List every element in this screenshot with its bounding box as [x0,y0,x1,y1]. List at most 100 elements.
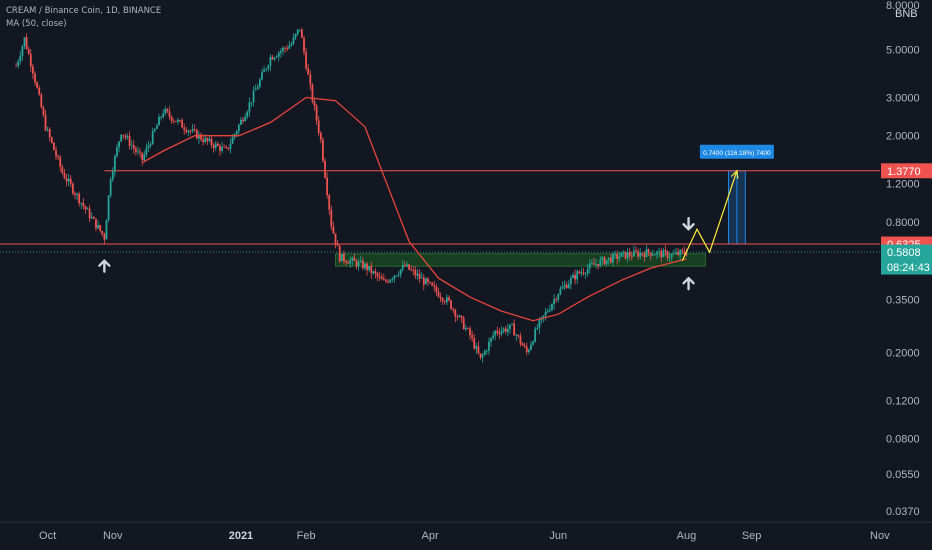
candle-body [670,254,673,258]
candle-body [368,266,371,271]
candle-body [477,346,480,354]
candle-body [353,257,356,262]
candle-body [382,279,385,281]
candle-body [538,320,541,328]
price-tick-label: 8.0000 [886,0,920,12]
candle-body [406,264,408,267]
candle-body [605,259,608,265]
candle-body [622,251,625,253]
candle-body [191,128,194,131]
arrow-down-icon [682,217,695,231]
price-tick-label: 0.1200 [886,395,920,407]
candle-body [206,138,209,141]
chart-title: CREAM / Binance Coin, 1D, BINANCE [6,6,162,16]
candle-body [258,79,261,87]
candle-body [118,141,120,148]
candle-body [282,47,284,51]
candle-body [158,116,160,126]
candle-body [90,216,93,219]
candle-body [479,353,482,358]
candle-body [92,216,95,219]
candle-body [44,115,47,131]
arrow-up-icon [682,276,695,291]
price-tick-label: 0.0550 [886,469,920,481]
candle-body [317,120,320,133]
candle-body [534,328,537,342]
candle-body [65,178,68,182]
candle-body [559,288,562,295]
candle-body [553,299,555,304]
candle-body [513,323,516,336]
candle-body [32,66,34,74]
price-axis: 8.00005.00003.00002.00001.20000.80000.50… [886,0,920,518]
candle-body [210,138,213,146]
candle-body [374,271,377,274]
price-tick-label: 0.0800 [886,434,920,446]
candle-body [656,251,658,255]
candle-body [595,263,598,265]
candle-body [393,275,396,279]
price-tick-label: 5.0000 [886,44,920,56]
candle-body [195,129,198,139]
candle-body [616,253,619,259]
candle-body [603,257,606,265]
candle-body [95,218,97,229]
candle-body [675,252,677,254]
candle-body [277,52,280,57]
candle-body [332,226,335,234]
candle-body [105,220,108,240]
candle-body [601,257,604,260]
candle-body [626,252,629,259]
candle-body [490,337,492,342]
candle-body [78,193,81,204]
time-tick-label: Feb [297,530,316,542]
candle-body [380,276,383,280]
candle-body [525,346,528,353]
candle-body [244,116,247,122]
candle-body [511,323,513,325]
candle-body [288,45,291,49]
candle-body [303,37,305,53]
candle-body [160,116,163,118]
time-tick-label: Apr [422,530,439,542]
candle-body [519,336,522,344]
time-tick-label: Nov [870,530,890,542]
candle-body [134,148,137,152]
candle-body [153,128,156,132]
candle-body [17,61,20,66]
candle-body [151,131,154,145]
candle-body [63,173,66,179]
candle-body [74,193,76,195]
candle-body [336,243,339,246]
candle-body [185,129,188,133]
candle-body [609,257,612,263]
candle-body [46,129,49,131]
candle-body [61,166,64,174]
candle-body [198,134,200,139]
candle-body [584,273,587,275]
candle-body [364,263,366,269]
measure-label-box [699,144,774,159]
candle-body [292,37,295,44]
arrow-up-icon [98,259,111,273]
candle-body [15,65,18,67]
indicator-legend[interactable]: MA (50, close) [6,19,67,29]
candle-body [80,202,83,204]
candle-body [143,154,146,161]
candle-body [359,260,362,262]
price-tick-label: 0.0370 [886,506,920,518]
candle-body [586,268,589,274]
measure-label: 0.7400 (116.18%) 7400 [703,150,771,157]
candle-body [59,157,62,167]
candle-body [500,330,503,334]
candle-body [99,225,102,231]
candle-body [639,252,642,257]
candle-body [624,251,627,259]
candle-body [370,266,373,274]
candle-body [456,316,459,318]
candle-body [662,250,665,258]
candle-body [475,346,478,349]
candle-body [431,282,434,286]
candle-body [548,309,551,312]
